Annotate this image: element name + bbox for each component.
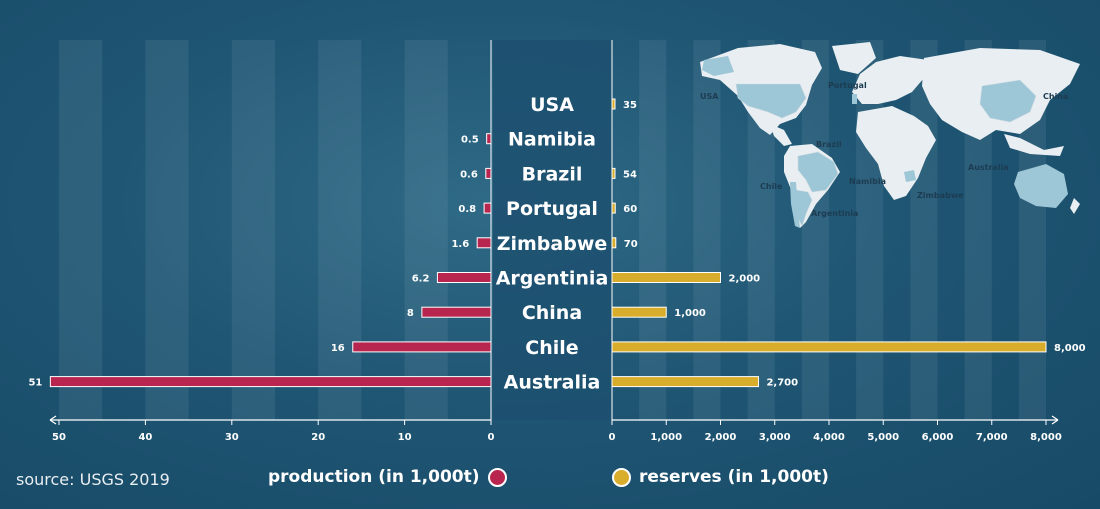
map-label-namibia: Namibia: [849, 177, 886, 186]
category-label-china: China: [522, 302, 582, 324]
stripe-right-1000: [693, 40, 721, 420]
map-se-asia: [1004, 134, 1064, 156]
background-stripes: [59, 40, 1046, 420]
production-value-australia: 51: [28, 378, 42, 389]
reserves-tick-label-0: 0: [609, 432, 616, 443]
map-label-chile: Chile: [760, 182, 783, 191]
map-greenland: [832, 42, 876, 74]
world-map: [700, 42, 1080, 228]
reserves-value-zimbabwe: 70: [624, 239, 638, 250]
map-portugal: [852, 94, 857, 104]
production-bar-chile: [352, 341, 492, 353]
map-china: [979, 79, 1037, 123]
stripe-left-30: [145, 40, 189, 420]
reserves-bar-argentinia: [611, 272, 721, 283]
map-labels: USA Portugal China Brazil Chile Namibia Zimbab…: [700, 81, 1068, 218]
category-label-namibia: Namibia: [508, 129, 596, 151]
reserves-value-chile: 8,000: [1054, 343, 1086, 354]
map-zimbabwe: [904, 170, 916, 182]
map-central-america: [770, 124, 792, 146]
production-bar-australia: [49, 376, 492, 388]
map-label-usa: USA: [700, 92, 719, 101]
map-label-australia: Australia: [968, 163, 1009, 172]
legend-reserves-swatch: [612, 467, 631, 487]
reserves-value-portugal: 60: [623, 204, 637, 215]
reserves-value-australia: 2,700: [766, 378, 798, 389]
category-label-argentinia: Argentinia: [496, 268, 609, 290]
reserves-tick-label-7: 7,000: [976, 432, 1008, 443]
axes: 50 40 30 20 10 0 0 1,000 2,000 3,000 4,000 5,000 6,0…: [49, 40, 1062, 443]
map-new-zealand: [1070, 198, 1080, 214]
production-value-china: 8: [407, 308, 414, 319]
legend-production-label: production (in 1,000t): [268, 467, 480, 487]
production-tick-label-10: 10: [398, 432, 412, 443]
map-label-brazil: Brazil: [816, 140, 842, 149]
legend-reserves: reserves (in 1,000t): [612, 467, 829, 487]
map-europe: [852, 56, 928, 104]
production-tick-label-0: 0: [488, 432, 495, 443]
reserves-value-china: 1,000: [674, 308, 706, 319]
stripe-right-0: [639, 40, 667, 420]
reserves-tick-label-4: 4,000: [813, 432, 845, 443]
center-panel: [493, 40, 612, 420]
production-value-namibia: 0.5: [461, 135, 479, 146]
reserves-bar-australia: [611, 376, 759, 388]
reserves-value-usa: 35: [623, 100, 637, 111]
map-africa: [856, 106, 936, 200]
production-value-argentinia: 6.2: [412, 274, 430, 285]
reserves-tick-label-6: 6,000: [922, 432, 954, 443]
map-label-china: China: [1043, 92, 1068, 101]
reserves-tick-label-2: 2,000: [705, 432, 737, 443]
production-tick-label-30: 30: [225, 432, 239, 443]
map-label-argentinia: Argentinia: [811, 209, 858, 218]
stripe-left-40: [59, 40, 103, 420]
production-bar-brazil: [485, 167, 492, 179]
reserves-value-brazil: 54: [623, 169, 637, 180]
reserves-axis-arrow: [1051, 415, 1059, 425]
production-bar-zimbabwe: [476, 237, 492, 249]
reserves-tick-label-8: 8,000: [1030, 432, 1062, 443]
production-axis-arrow: [49, 415, 57, 425]
map-label-portugal: Portugal: [828, 81, 867, 90]
production-value-portugal: 0.8: [458, 204, 476, 215]
map-australia: [1014, 164, 1068, 208]
reserves-bar-zimbabwe: [611, 237, 617, 249]
production-tick-label-20: 20: [311, 432, 325, 443]
stripe-left-10: [318, 40, 362, 420]
legend-production-swatch: [487, 467, 507, 487]
map-usa: [735, 83, 807, 119]
category-label-zimbabwe: Zimbabwe: [497, 233, 608, 255]
production-bar-namibia: [486, 133, 492, 145]
stripe-left-0: [404, 40, 448, 420]
production-value-zimbabwe: 1.6: [451, 239, 469, 250]
reserves-tick-label-3: 3,000: [759, 432, 791, 443]
map-chile: [790, 182, 800, 228]
map-brazil: [797, 151, 839, 193]
reserves-bar-china: [611, 306, 667, 318]
stripe-left-20: [231, 40, 275, 420]
production-tick-label-40: 40: [138, 432, 152, 443]
production-value-chile: 16: [331, 343, 345, 354]
legend-production: production (in 1,000t): [268, 467, 507, 487]
production-bar-portugal: [483, 202, 492, 214]
reserves-tick-label-5: 5,000: [867, 432, 899, 443]
category-label-brazil: Brazil: [522, 163, 583, 185]
map-label-zimbabwe: Zimbabwe: [917, 191, 964, 200]
production-bar-argentinia: [436, 272, 492, 283]
category-label-australia: Australia: [504, 372, 601, 394]
source-note: source: USGS 2019: [16, 470, 170, 489]
category-label-portugal: Portugal: [506, 198, 598, 220]
reserves-value-argentinia: 2,000: [729, 274, 761, 285]
category-label-chile: Chile: [525, 337, 578, 359]
category-label-usa: USA: [530, 94, 574, 116]
production-value-brazil: 0.6: [460, 169, 478, 180]
production-tick-label-50: 50: [52, 432, 66, 443]
reserves-tick-label-1: 1,000: [650, 432, 682, 443]
production-bar-china: [421, 306, 492, 318]
reserves-bar-chile: [611, 341, 1047, 353]
map-alaska: [702, 56, 734, 76]
legend-reserves-label: reserves (in 1,000t): [639, 467, 829, 487]
